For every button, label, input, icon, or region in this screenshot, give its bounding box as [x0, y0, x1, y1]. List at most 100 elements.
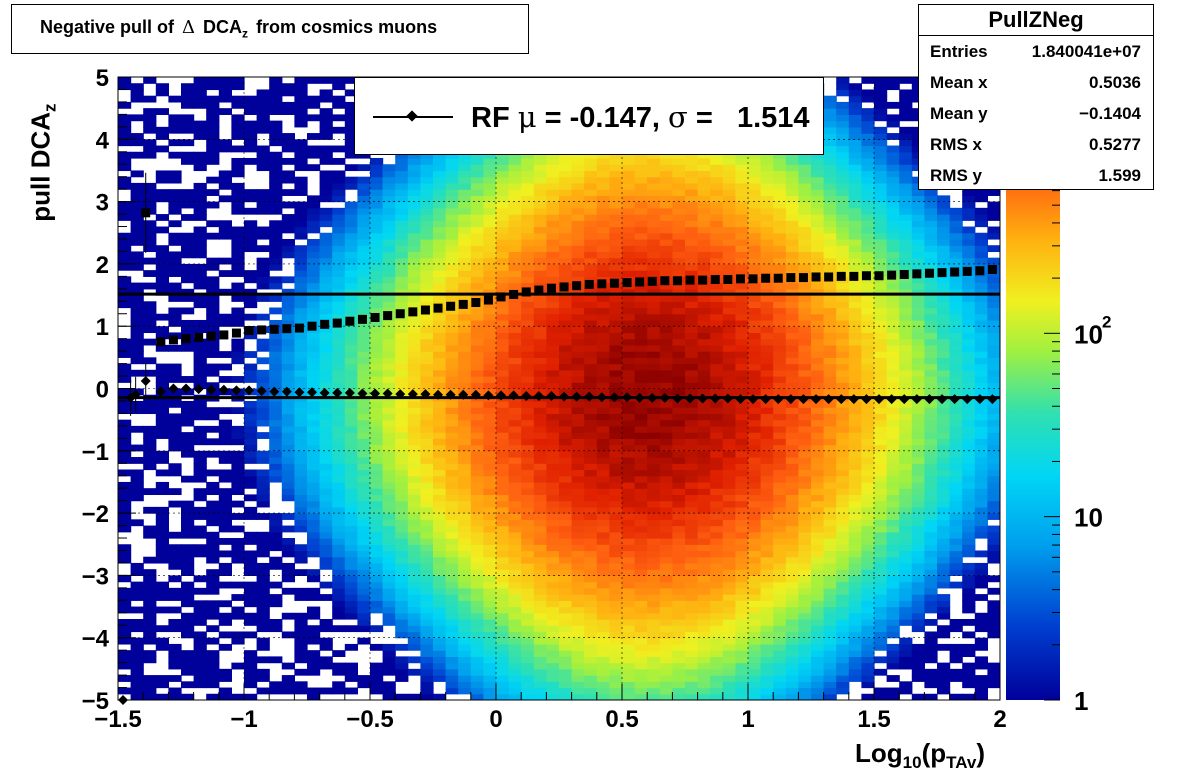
heat-cell [533, 575, 547, 583]
heat-cell [143, 612, 157, 620]
heat-cell [445, 594, 459, 601]
heat-cell [470, 313, 484, 321]
heat-cell [244, 276, 258, 284]
heat-cell [332, 83, 346, 91]
heat-cell [357, 326, 371, 334]
heat-cell [596, 556, 610, 564]
heat-cell [307, 463, 321, 471]
heat-cell [596, 232, 610, 240]
heat-cell [773, 544, 787, 552]
heat-cell [596, 650, 610, 657]
heat-cell [634, 220, 648, 228]
heat-cell [433, 319, 447, 327]
heat-cell [256, 594, 270, 601]
heat-cell [357, 182, 371, 190]
heat-cell [370, 220, 384, 228]
heat-cell [445, 625, 459, 633]
heat-cell [785, 382, 799, 390]
heat-cell [798, 407, 812, 415]
heat-cell [445, 544, 459, 552]
heat-cell [647, 413, 661, 421]
heat-cell [332, 606, 346, 614]
heat-cell [521, 363, 535, 371]
heat-cell [496, 257, 510, 265]
heat-cell [130, 95, 144, 103]
heat-cell [634, 263, 648, 271]
heat-cell [118, 506, 132, 514]
heat-cell [357, 432, 371, 439]
heat-cell [294, 351, 308, 358]
heat-cell [659, 319, 673, 327]
heat-cell [382, 650, 396, 657]
heat-cell [722, 481, 736, 489]
heat-cell [143, 301, 157, 309]
heat-cell [218, 643, 232, 651]
heat-cell [685, 164, 699, 172]
heat-cell [407, 157, 421, 165]
heat-cell [445, 344, 459, 352]
heat-cell [672, 344, 686, 352]
heat-cell [181, 475, 195, 483]
heat-cell [382, 263, 396, 271]
heat-cell [508, 619, 522, 626]
heat-cell [155, 506, 169, 514]
heat-cell [281, 513, 295, 520]
heat-cell [798, 457, 812, 464]
heat-cell [785, 550, 799, 558]
heat-cell [546, 263, 560, 271]
heat-cell [143, 270, 157, 277]
heat-cell [722, 363, 736, 371]
heat-cell [533, 531, 547, 539]
heat-cell [294, 457, 308, 464]
heat-cell [483, 344, 497, 352]
heat-cell [181, 270, 195, 277]
heat-cell [118, 457, 132, 464]
heat-cell [218, 270, 232, 277]
heat-cell [735, 376, 749, 383]
heat-cell [244, 270, 258, 277]
heat-cell [344, 120, 358, 128]
heat-cell [571, 450, 585, 458]
heat-cell [319, 207, 333, 215]
heat-cell [294, 276, 308, 284]
heat-cell [798, 351, 812, 358]
heat-cell [332, 538, 346, 545]
heat-cell [357, 301, 371, 309]
heat-cell [798, 469, 812, 477]
heat-cell [470, 531, 484, 539]
heat-cell [785, 189, 799, 196]
heat-cell [382, 176, 396, 184]
heat-cell [748, 151, 762, 159]
heat-cell [710, 288, 724, 296]
heat-cell [659, 662, 673, 670]
heat-cell [748, 214, 762, 221]
heat-cell [445, 519, 459, 527]
heat-cell [231, 295, 245, 302]
heat-cell [181, 562, 195, 570]
heat-cell [332, 357, 346, 365]
heat-cell [773, 307, 787, 315]
heat-cell [168, 220, 182, 228]
heat-cell [256, 619, 270, 626]
heat-cell [596, 344, 610, 352]
heat-cell [496, 189, 510, 196]
heat-cell [407, 643, 421, 651]
heat-cell [231, 538, 245, 545]
heat-cell [735, 295, 749, 302]
heat-cell [773, 562, 787, 570]
heat-cell [281, 469, 295, 477]
heat-cell [659, 656, 673, 664]
heat-cell [785, 693, 799, 700]
heat-cell [433, 176, 447, 184]
heat-cell [546, 270, 560, 277]
heat-cell [382, 301, 396, 309]
heat-cell [332, 594, 346, 601]
heat-cell [370, 382, 384, 390]
heat-cell [571, 170, 585, 178]
heat-cell [433, 407, 447, 415]
heat-cell [244, 139, 258, 147]
heat-cell [357, 538, 371, 545]
heat-cell [181, 587, 195, 595]
heat-cell [521, 313, 535, 321]
heat-cell [395, 544, 409, 552]
